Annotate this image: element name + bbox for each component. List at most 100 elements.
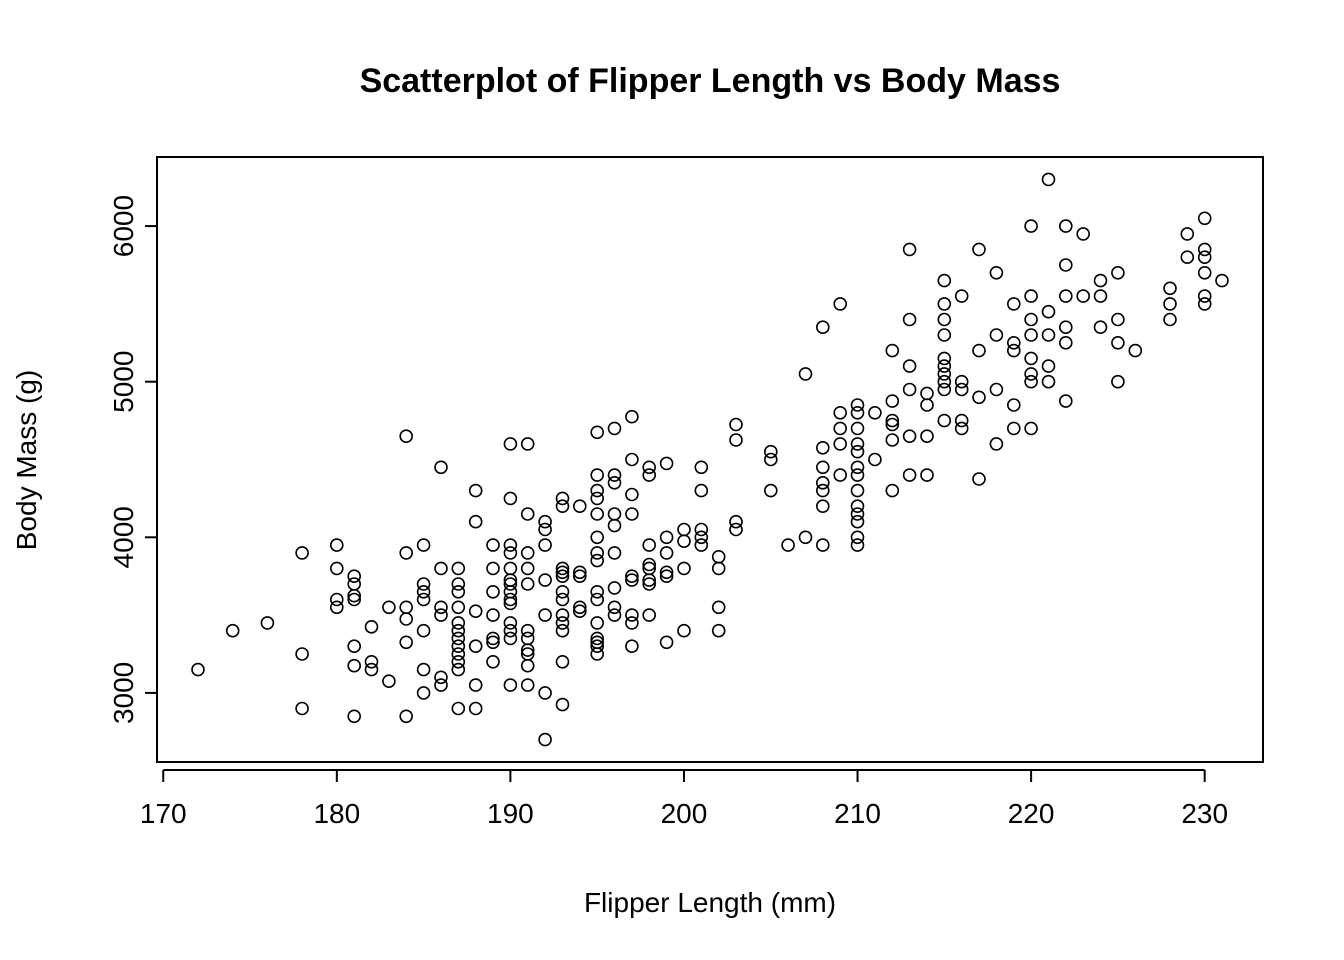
data-point (520, 658, 535, 673)
data-point (625, 409, 639, 424)
data-point (486, 538, 500, 552)
data-point (1111, 312, 1125, 327)
data-point (937, 413, 952, 428)
data-point (972, 472, 986, 486)
data-point (555, 565, 570, 580)
data-point (1006, 297, 1021, 311)
data-point (451, 623, 466, 638)
data-point (555, 697, 570, 712)
data-point (538, 573, 552, 587)
data-point (1041, 304, 1056, 319)
x-tick-label: 210 (834, 798, 881, 829)
data-point (625, 487, 639, 502)
x-tick-label: 230 (1181, 798, 1228, 829)
data-point (399, 635, 414, 650)
data-point (885, 343, 900, 358)
data-point (677, 561, 691, 576)
data-point (416, 623, 431, 638)
data-point (798, 530, 813, 545)
data-point (833, 421, 848, 436)
data-point (451, 577, 466, 591)
data-point (451, 616, 466, 630)
data-point (468, 483, 483, 498)
data-point (1024, 312, 1038, 327)
data-point (607, 507, 622, 521)
data-point (850, 530, 865, 545)
data-point (763, 452, 778, 467)
data-point (954, 413, 969, 428)
data-point (590, 631, 605, 646)
data-point (520, 643, 535, 657)
data-point (451, 647, 466, 661)
data-point (815, 499, 830, 514)
data-point (503, 631, 518, 646)
data-point (815, 483, 830, 498)
data-point (1093, 289, 1108, 303)
data-point (468, 514, 483, 529)
data-point (1041, 359, 1056, 373)
data-point (590, 639, 605, 654)
data-point (1006, 335, 1021, 350)
data-point (781, 538, 795, 552)
data-point (937, 351, 952, 366)
data-point (399, 429, 414, 444)
data-point (329, 592, 344, 607)
data-point (434, 561, 448, 576)
plot-frame (156, 156, 1264, 763)
data-point (451, 701, 466, 716)
y-axis: 3000 4000 5000 6000 (108, 195, 158, 724)
data-point (260, 616, 275, 630)
data-point (972, 242, 986, 257)
data-point (1041, 374, 1056, 389)
data-point (694, 522, 709, 537)
data-point (590, 491, 605, 506)
data-point (399, 612, 414, 626)
data-point (451, 654, 466, 669)
data-point (347, 569, 362, 584)
data-point (538, 686, 552, 700)
data-point (763, 483, 778, 498)
data-point (503, 678, 518, 692)
data-point (1163, 312, 1177, 327)
data-point (642, 577, 657, 591)
data-point (625, 616, 639, 630)
x-axis: 170 180 190 200 210 220 230 (140, 769, 1228, 829)
data-point (815, 538, 830, 552)
data-point (451, 561, 466, 576)
data-point (295, 546, 309, 560)
data-point (590, 647, 605, 661)
data-point (520, 507, 535, 521)
data-point (711, 600, 726, 615)
data-point (607, 600, 622, 615)
data-point (590, 530, 605, 545)
data-point (347, 577, 362, 591)
data-point (1197, 250, 1212, 265)
data-point (434, 600, 448, 615)
data-point (295, 701, 309, 716)
data-point (954, 374, 969, 389)
data-point (868, 405, 882, 420)
data-point (711, 561, 726, 576)
data-point (850, 507, 865, 521)
data-point (833, 468, 848, 482)
data-point (729, 514, 743, 529)
data-point (1006, 421, 1021, 436)
data-point (590, 592, 605, 607)
data-point (729, 522, 743, 537)
data-point (503, 546, 518, 560)
data-point (763, 444, 778, 459)
data-point (329, 538, 344, 552)
data-point (1006, 343, 1021, 358)
data-point (1197, 242, 1212, 257)
data-point (885, 417, 900, 432)
data-point (607, 581, 622, 595)
data-point (1197, 265, 1212, 280)
data-point (468, 701, 483, 716)
data-point (1041, 328, 1056, 342)
data-point (590, 507, 605, 521)
data-point (590, 546, 605, 560)
data-point (815, 320, 830, 335)
data-point (555, 654, 570, 669)
data-point (902, 429, 917, 444)
